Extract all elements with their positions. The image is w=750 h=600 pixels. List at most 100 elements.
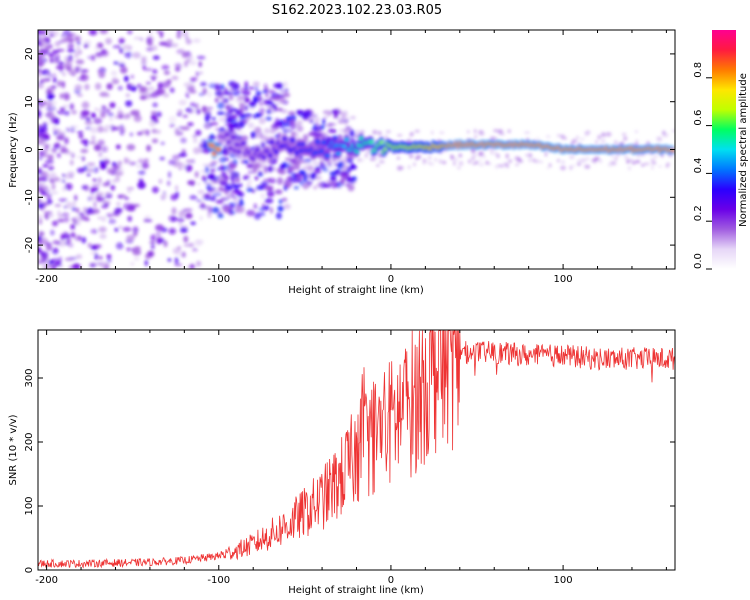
spectrogram-cell (50, 116, 58, 124)
spectrogram-cell (251, 189, 256, 193)
spectrogram-cell (265, 116, 272, 121)
spectrogram-cell (597, 135, 601, 140)
spectrogram-cell (167, 171, 172, 179)
spectrogram-cell (497, 129, 503, 134)
spectrogram-cell (611, 154, 614, 158)
spectrogram-cell (258, 102, 264, 106)
spectrogram-cell (61, 212, 70, 218)
spectrogram-cell (233, 197, 239, 202)
spectrogram-cell (546, 167, 550, 170)
spectrogram-cell (65, 67, 72, 71)
spectrogram-cell (260, 192, 265, 199)
spectrogram-cell (234, 185, 239, 192)
spectrogram-cell (275, 212, 282, 220)
spectrogram-cell (238, 102, 245, 108)
spectrogram-cell (195, 71, 200, 77)
spectrogram-cell (217, 102, 225, 110)
spectrogram-cell (45, 159, 54, 164)
spectrogram-cell (439, 131, 445, 134)
spectrogram-cell (152, 69, 158, 74)
spectrogram-cell (569, 165, 573, 170)
spectrogram-cell (306, 180, 313, 184)
spectrogram-cell (505, 153, 509, 159)
spectrogram-cell (301, 143, 306, 146)
spectrogram-cell (278, 199, 283, 204)
spectrogram-cell (192, 247, 198, 252)
spectrogram-cell (93, 117, 103, 125)
spectrogram-cell (98, 151, 103, 158)
spectrogram-cell (627, 166, 632, 171)
spectrogram-cell (660, 154, 664, 158)
spectrogram-cell (275, 93, 281, 98)
spectrogram-cell (87, 242, 92, 248)
spectrogram-cell (150, 122, 154, 127)
spectrogram-cell (86, 173, 91, 177)
spectrogram-cell (584, 164, 588, 169)
spectrogram-cell (132, 52, 141, 59)
spectrogram-cell (67, 49, 76, 53)
spectrogram-cell (275, 102, 281, 106)
spectrogram-cell (192, 38, 201, 43)
spectrogram-cell (217, 213, 224, 219)
spectrogram-cell (93, 144, 102, 151)
spectrogram-cell (239, 106, 244, 114)
spectrogram-cell (385, 134, 388, 139)
spectrogram-cell (376, 164, 380, 167)
spectrogram-cell (215, 127, 219, 131)
spectrogram-cell (229, 160, 234, 167)
spectrogram-cell (422, 158, 427, 163)
spectrogram-cell (127, 30, 133, 35)
spectrogram-cell (76, 167, 85, 174)
spectrogram-cell (479, 158, 482, 161)
spectrogram-cell (313, 185, 317, 190)
spectrogram-cell (40, 30, 47, 36)
spectrogram-cell (321, 125, 325, 130)
spectrogram-cell (237, 206, 245, 214)
spectrogram-cell (221, 84, 225, 91)
spectrogram-cell (489, 162, 492, 165)
spectrogram-cell (283, 81, 288, 87)
spectrogram-cell (168, 227, 176, 235)
spectrogram-cell (166, 39, 173, 45)
spectrogram-cell (98, 226, 107, 233)
spectrogram-cell (68, 264, 73, 269)
spectrogram-cell (49, 59, 54, 63)
spectrogram-cell (635, 160, 641, 164)
spectrogram-cell (101, 145, 108, 153)
spectrogram-cell (329, 129, 337, 133)
spectrogram-cell (249, 123, 253, 126)
spectrogram-cell (329, 176, 337, 182)
spectrogram-cell (181, 51, 187, 58)
spectrogram-cell (325, 154, 330, 158)
spectrogram-cell (189, 263, 195, 269)
spectrogram-cell (257, 172, 264, 177)
spectrogram-cell (101, 105, 106, 109)
spectrogram-cell (52, 125, 57, 133)
spectrogram-cell (149, 241, 156, 244)
spectrogram-cell (495, 164, 499, 169)
spectrogram-cell (220, 197, 227, 201)
spectrogram-cell (106, 167, 113, 174)
spectrogram-cell (146, 47, 154, 52)
spectrogram-cell (59, 66, 63, 74)
spectrogram-cell (119, 66, 128, 74)
spectrogram-cell (245, 97, 250, 103)
spectrogram-cell (151, 186, 159, 194)
spectrogram-cell (360, 129, 365, 134)
spectrogram-cell (155, 224, 164, 232)
spectrogram-cell (90, 191, 95, 195)
spectrogram-cell (296, 177, 303, 181)
spectrogram-cell (650, 158, 655, 161)
figure-title: S162.2023.102.23.03.R05 (272, 3, 442, 18)
spectrogram-cell (181, 30, 189, 37)
spectrogram-y-tick-label: -20 (24, 237, 35, 253)
spectrogram-cell (247, 180, 253, 184)
spectrogram-cell (524, 131, 531, 134)
spectrogram-cell (98, 126, 102, 130)
spectrogram-cell (336, 170, 340, 176)
spectrogram-cell (126, 247, 131, 252)
spectrogram-cell (172, 43, 178, 48)
spectrogram-cell (264, 205, 270, 210)
spectrogram-cell (192, 134, 198, 139)
spectrogram-cell (143, 219, 153, 222)
